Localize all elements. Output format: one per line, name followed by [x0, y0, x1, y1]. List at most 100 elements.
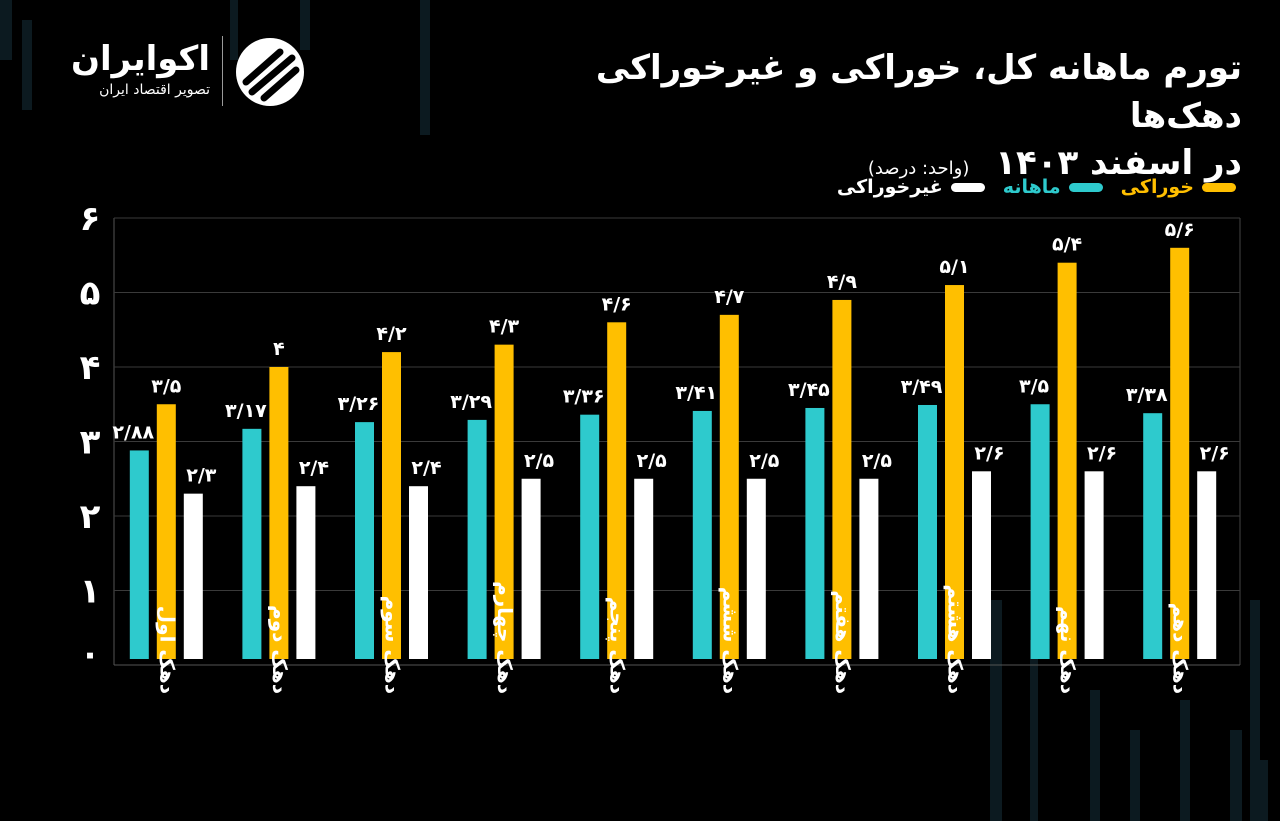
legend-label-monthly: ماهانه — [1002, 176, 1061, 198]
bar-0-6 — [805, 407, 825, 659]
x-tick-label: دهک دهم — [1169, 603, 1193, 694]
logo-name: اکوایران — [71, 39, 210, 79]
chart-unit: (واحد: درصد) — [867, 158, 970, 179]
data-label: ۳/۴۹ — [901, 376, 943, 398]
title-block: تورم ماهانه کل، خوراکی و غیرخوراکی دهک‌ه… — [482, 44, 1242, 192]
bar-2-9 — [1197, 471, 1217, 659]
bar-2-8 — [1084, 471, 1104, 659]
data-label: ۴/۶ — [602, 293, 632, 315]
y-tick-label: ۴ — [80, 348, 101, 388]
bar-2-2 — [409, 486, 428, 659]
data-label: ۳/۳۶ — [563, 386, 605, 408]
chart-title: تورم ماهانه کل، خوراکی و غیرخوراکی دهک‌ه… — [595, 48, 1242, 136]
legend-swatch-monthly — [1068, 182, 1103, 192]
bar-1-7 — [945, 285, 964, 659]
data-label: ۳/۲۶ — [338, 393, 380, 415]
legend-item-food: خوراکی — [1121, 176, 1236, 198]
data-label: ۴/۳ — [489, 316, 520, 338]
background-candle — [230, 0, 238, 60]
background-candle — [1030, 640, 1038, 821]
bar-2-6 — [859, 478, 879, 659]
x-tick-label: دهک ششم — [718, 587, 742, 694]
x-tick-label: دهک دوم — [268, 605, 292, 694]
legend-item-monthly: ماهانه — [1003, 176, 1103, 198]
chart-subtitle: در اسفند ۱۴۰۳ (واحد: درصد) — [482, 140, 1242, 192]
background-candle — [1090, 690, 1100, 821]
bar-2-7 — [972, 471, 991, 659]
legend-swatch-nonfood — [950, 182, 985, 192]
data-label: ۲/۵ — [862, 450, 893, 472]
background-candle — [990, 600, 1002, 821]
bar-2-4 — [634, 478, 654, 659]
x-tick-label: دهک چهارم — [492, 581, 517, 694]
logo-text: اکوایران تصویر اقتصاد ایران — [50, 38, 210, 100]
data-label: ۳/۵ — [151, 375, 182, 397]
background-candle — [1130, 730, 1140, 821]
logo-subtitle: تصویر اقتصاد ایران — [99, 82, 210, 98]
bar-1-8 — [1057, 262, 1077, 659]
data-label: ۲/۸۸ — [112, 421, 154, 443]
data-label: ۲/۵ — [637, 450, 668, 472]
data-label: ۲/۵ — [749, 450, 780, 472]
data-label: ۵/۴ — [1052, 234, 1082, 256]
data-label: ۳/۴۵ — [788, 379, 830, 401]
data-label: ۲/۴ — [411, 457, 441, 479]
bar-2-1 — [296, 486, 316, 659]
legend-item-nonfood: غیرخوراکی — [837, 176, 985, 198]
x-tick-label: دهک نهم — [1056, 606, 1080, 694]
bar-0-7 — [918, 404, 937, 659]
x-tick-label: دهک هفتم — [831, 590, 855, 694]
x-tick-label: دهک پنجم — [605, 597, 630, 694]
data-label: ۳/۱۷ — [225, 400, 267, 422]
bar-1-6 — [832, 299, 852, 659]
data-label: ۳/۲۹ — [450, 391, 492, 413]
data-label: ۲/۳ — [186, 465, 217, 487]
chart-date: در اسفند ۱۴۰۳ — [995, 143, 1242, 183]
bar-2-3 — [521, 478, 541, 659]
bar-0-5 — [692, 410, 712, 659]
data-label: ۴/۷ — [714, 286, 745, 308]
logo-mark-icon — [236, 38, 304, 106]
bar-0-8 — [1030, 404, 1050, 659]
background-candle — [0, 0, 12, 60]
bar-1-3 — [494, 344, 514, 659]
y-tick-label: ۶ — [80, 199, 101, 239]
x-tick-label: دهک اول — [155, 606, 179, 694]
y-tick-label: ۲ — [80, 497, 101, 537]
y-tick-label: ۰ — [80, 634, 101, 674]
background-candle — [1230, 730, 1242, 821]
bar-0-4 — [580, 414, 600, 659]
legend-swatch-food — [1202, 182, 1236, 192]
background-candle — [1250, 600, 1260, 821]
background-candle — [1260, 760, 1268, 821]
bar-1-1 — [269, 367, 289, 659]
logo: اکوایران تصویر اقتصاد ایران — [50, 34, 320, 114]
data-label: ۲/۶ — [1087, 442, 1117, 464]
logo-divider — [222, 36, 223, 106]
data-label: ۳/۵ — [1019, 375, 1050, 397]
x-tick-label: دهک سوم — [381, 596, 405, 694]
y-tick-label: ۱ — [80, 572, 101, 612]
data-label: ۴/۹ — [827, 271, 858, 293]
bar-0-3 — [467, 419, 487, 659]
bar-0-1 — [242, 428, 262, 659]
legend-label-food: خوراکی — [1120, 176, 1194, 198]
data-label: ۲/۶ — [1200, 442, 1230, 464]
data-label: ۴/۲ — [376, 323, 407, 345]
bar-2-5 — [746, 478, 766, 659]
data-label: ۳/۴۱ — [675, 382, 717, 404]
data-label: ۲/۴ — [299, 457, 329, 479]
data-label: ۳/۳۸ — [1126, 384, 1168, 406]
bar-1-4 — [607, 322, 627, 659]
data-label: ۴ — [273, 338, 285, 360]
data-label: ۲/۵ — [524, 450, 555, 472]
data-label: ۵/۶ — [1165, 219, 1195, 241]
bar-1-9 — [1170, 247, 1190, 660]
bar-1-0 — [156, 404, 176, 659]
x-tick-label: دهک هشتم — [944, 584, 968, 694]
y-tick-label: ۳ — [80, 423, 101, 463]
y-tick-label: ۵ — [80, 274, 101, 314]
bar-2-0 — [183, 493, 203, 659]
bar-1-2 — [382, 352, 401, 659]
